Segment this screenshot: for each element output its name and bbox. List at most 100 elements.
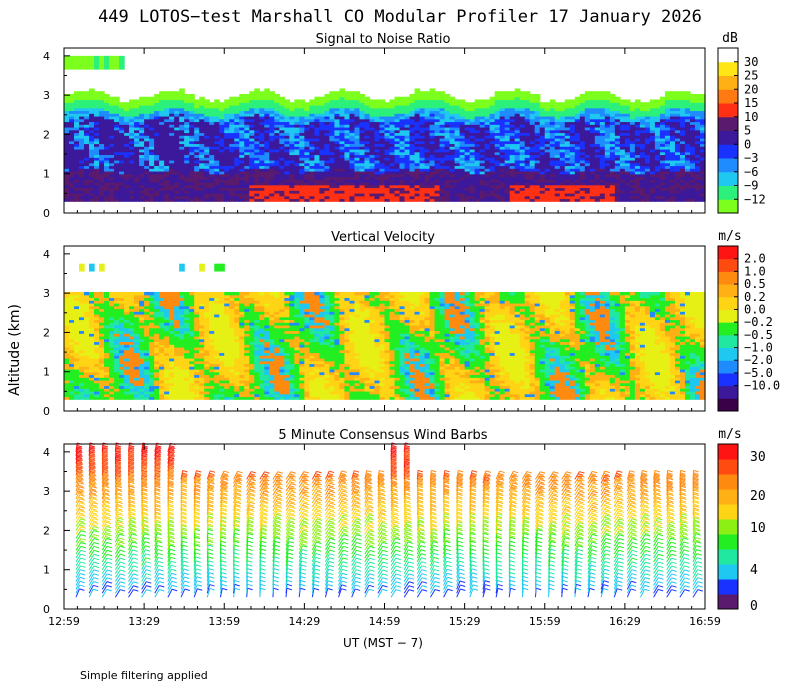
snr-cell: [64, 146, 70, 150]
snr-cell: [459, 168, 466, 172]
snr-cell: [649, 165, 656, 169]
snr-cell: [99, 173, 105, 178]
snr-cell: [284, 168, 290, 172]
snr-cell: [129, 132, 135, 136]
snr-cell: [369, 190, 376, 194]
snr-cell: [494, 143, 501, 147]
snr-cell: [274, 126, 280, 131]
snr-cell: [639, 146, 646, 150]
snr-cell: [209, 146, 215, 150]
snr-cell: [324, 146, 331, 150]
snr-cell: [114, 96, 120, 101]
snr-cell: [544, 129, 551, 134]
snr-cell: [649, 121, 656, 125]
snr-cell: [559, 198, 566, 202]
snr-cell: [284, 184, 290, 189]
snr-cell: [389, 115, 396, 120]
snr-cell: [214, 124, 220, 128]
snr-cell: [274, 179, 280, 183]
snr-cell: [689, 137, 696, 142]
snr-cell: [194, 187, 200, 191]
snr-cell: [384, 198, 391, 202]
snr-cell: [254, 154, 260, 158]
snr-cell: [684, 179, 691, 183]
snr-cell: [454, 124, 461, 128]
snr-cell: [89, 118, 95, 123]
snr-cell: [139, 135, 145, 139]
snr-cell: [359, 151, 366, 156]
snr-cell: [459, 184, 466, 189]
snr-cell: [339, 179, 346, 183]
snr-cell: [684, 121, 691, 125]
snr-cell: [619, 121, 626, 125]
snr-cell: [329, 195, 336, 200]
snr-cell: [299, 132, 305, 136]
snr-cell: [154, 93, 160, 98]
snr-cell: [189, 96, 195, 101]
snr-cell: [509, 192, 516, 197]
snr-cell: [389, 129, 396, 134]
snr-cell: [369, 140, 376, 145]
snr-cell: [579, 104, 586, 109]
snr-cell: [259, 93, 265, 98]
snr-cell: [274, 129, 280, 134]
snr-cell: [414, 179, 421, 183]
snr-cell: [379, 129, 386, 134]
snr-cell: [174, 148, 180, 153]
snr-cell: [134, 190, 140, 194]
snr-cell: [274, 170, 280, 175]
snr-cell: [354, 126, 361, 131]
snr-cell: [499, 129, 506, 134]
snr-cell: [479, 170, 486, 175]
snr-cell: [619, 104, 626, 109]
snr-cell: [79, 126, 85, 131]
snr-cell: [669, 118, 676, 123]
snr-cell: [634, 181, 641, 186]
snr-cell: [79, 157, 85, 161]
snr-cell: [524, 110, 531, 114]
snr-cell: [289, 151, 295, 156]
snr-cell: [689, 140, 696, 145]
snr-cell: [234, 165, 240, 169]
snr-cell: [279, 179, 285, 183]
snr-cell: [569, 146, 576, 150]
snr-cell: [244, 154, 250, 158]
snr-cell: [424, 126, 431, 131]
snr-cell: [379, 146, 386, 150]
snr-cell: [684, 135, 691, 139]
snr-cell: [274, 135, 280, 139]
snr-cell: [339, 124, 346, 128]
snr-cell: [179, 157, 185, 161]
snr-cell: [629, 154, 636, 158]
snr-cell: [454, 165, 461, 169]
snr-cell: [124, 165, 130, 169]
snr-cell: [604, 168, 611, 172]
snr-cell: [559, 102, 566, 106]
snr-cell: [469, 135, 476, 139]
snr-cell: [274, 154, 280, 158]
snr-cell: [294, 110, 300, 114]
snr-cell: [489, 110, 496, 114]
snr-cell: [679, 126, 686, 131]
snr-cell: [179, 195, 185, 200]
snr-cell: [149, 162, 155, 167]
snr-cell: [634, 110, 641, 114]
snr-cell: [339, 93, 346, 98]
snr-cell: [569, 173, 576, 178]
snr-cell: [554, 124, 561, 128]
snr-cell: [294, 102, 300, 106]
snr-cell: [94, 181, 100, 186]
snr-cell: [514, 110, 521, 114]
snr-cell: [629, 124, 636, 128]
snr-cell: [414, 121, 421, 125]
snr-cell: [594, 124, 601, 128]
snr-cell: [419, 107, 426, 112]
snr-cell: [579, 135, 586, 139]
snr-cell: [154, 176, 160, 180]
snr-cell: [269, 118, 275, 123]
snr-cell: [304, 104, 310, 109]
snr-cell: [494, 179, 501, 183]
snr-cell: [169, 198, 175, 202]
snr-cell: [599, 102, 606, 106]
snr-cell: [149, 126, 155, 131]
